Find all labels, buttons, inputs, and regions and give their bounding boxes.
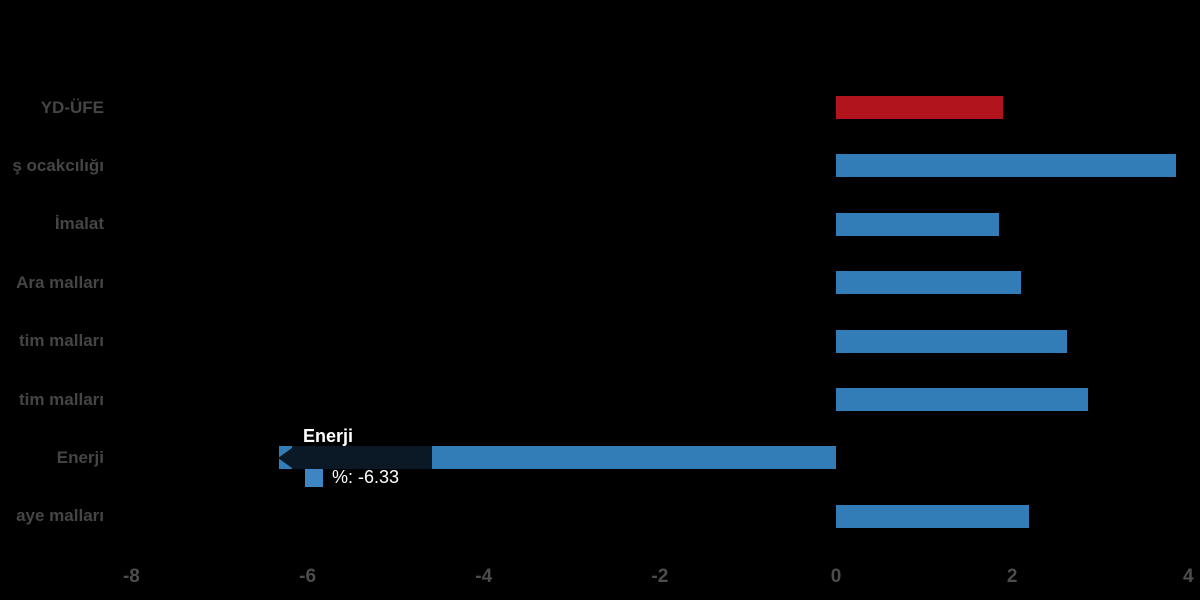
series-marker-icon [305, 468, 323, 487]
category-label: YD-ÜFE [40, 97, 104, 117]
category-label: ş ocakcılığı [12, 155, 104, 175]
x-axis-tick-label: -6 [299, 566, 317, 587]
category-label: Enerji [56, 447, 104, 467]
x-axis-tick-label: -8 [122, 566, 140, 587]
x-axis-tick-label: 0 [830, 566, 842, 587]
category-label: tim malları [18, 331, 104, 351]
bar-5[interactable] [836, 388, 1088, 411]
category-label: Ara malları [16, 272, 104, 292]
bar-0[interactable] [836, 96, 1004, 119]
bar-2[interactable] [836, 212, 999, 236]
category-label: İmalat [54, 214, 104, 234]
x-axis-tick-label: 2 [1006, 566, 1018, 587]
tooltip-value-row: %: -6.33 [305, 467, 399, 488]
category-label: tim malları [18, 389, 104, 409]
bar-4[interactable] [836, 329, 1067, 353]
bar-7[interactable] [836, 504, 1029, 528]
tooltip: Enerji %: -6.33 [278, 420, 432, 492]
x-axis-tick-label: 4 [1182, 566, 1194, 587]
tooltip-pointer-icon [278, 448, 292, 468]
tooltip-value: %: -6.33 [332, 467, 400, 487]
bar-1[interactable] [836, 154, 1176, 178]
bar-3[interactable] [836, 271, 1021, 295]
x-axis-tick-label: -2 [651, 566, 669, 587]
x-axis-tick-label: -4 [475, 566, 493, 587]
tooltip-title: Enerji [303, 426, 354, 446]
category-label: aye malları [16, 506, 104, 526]
